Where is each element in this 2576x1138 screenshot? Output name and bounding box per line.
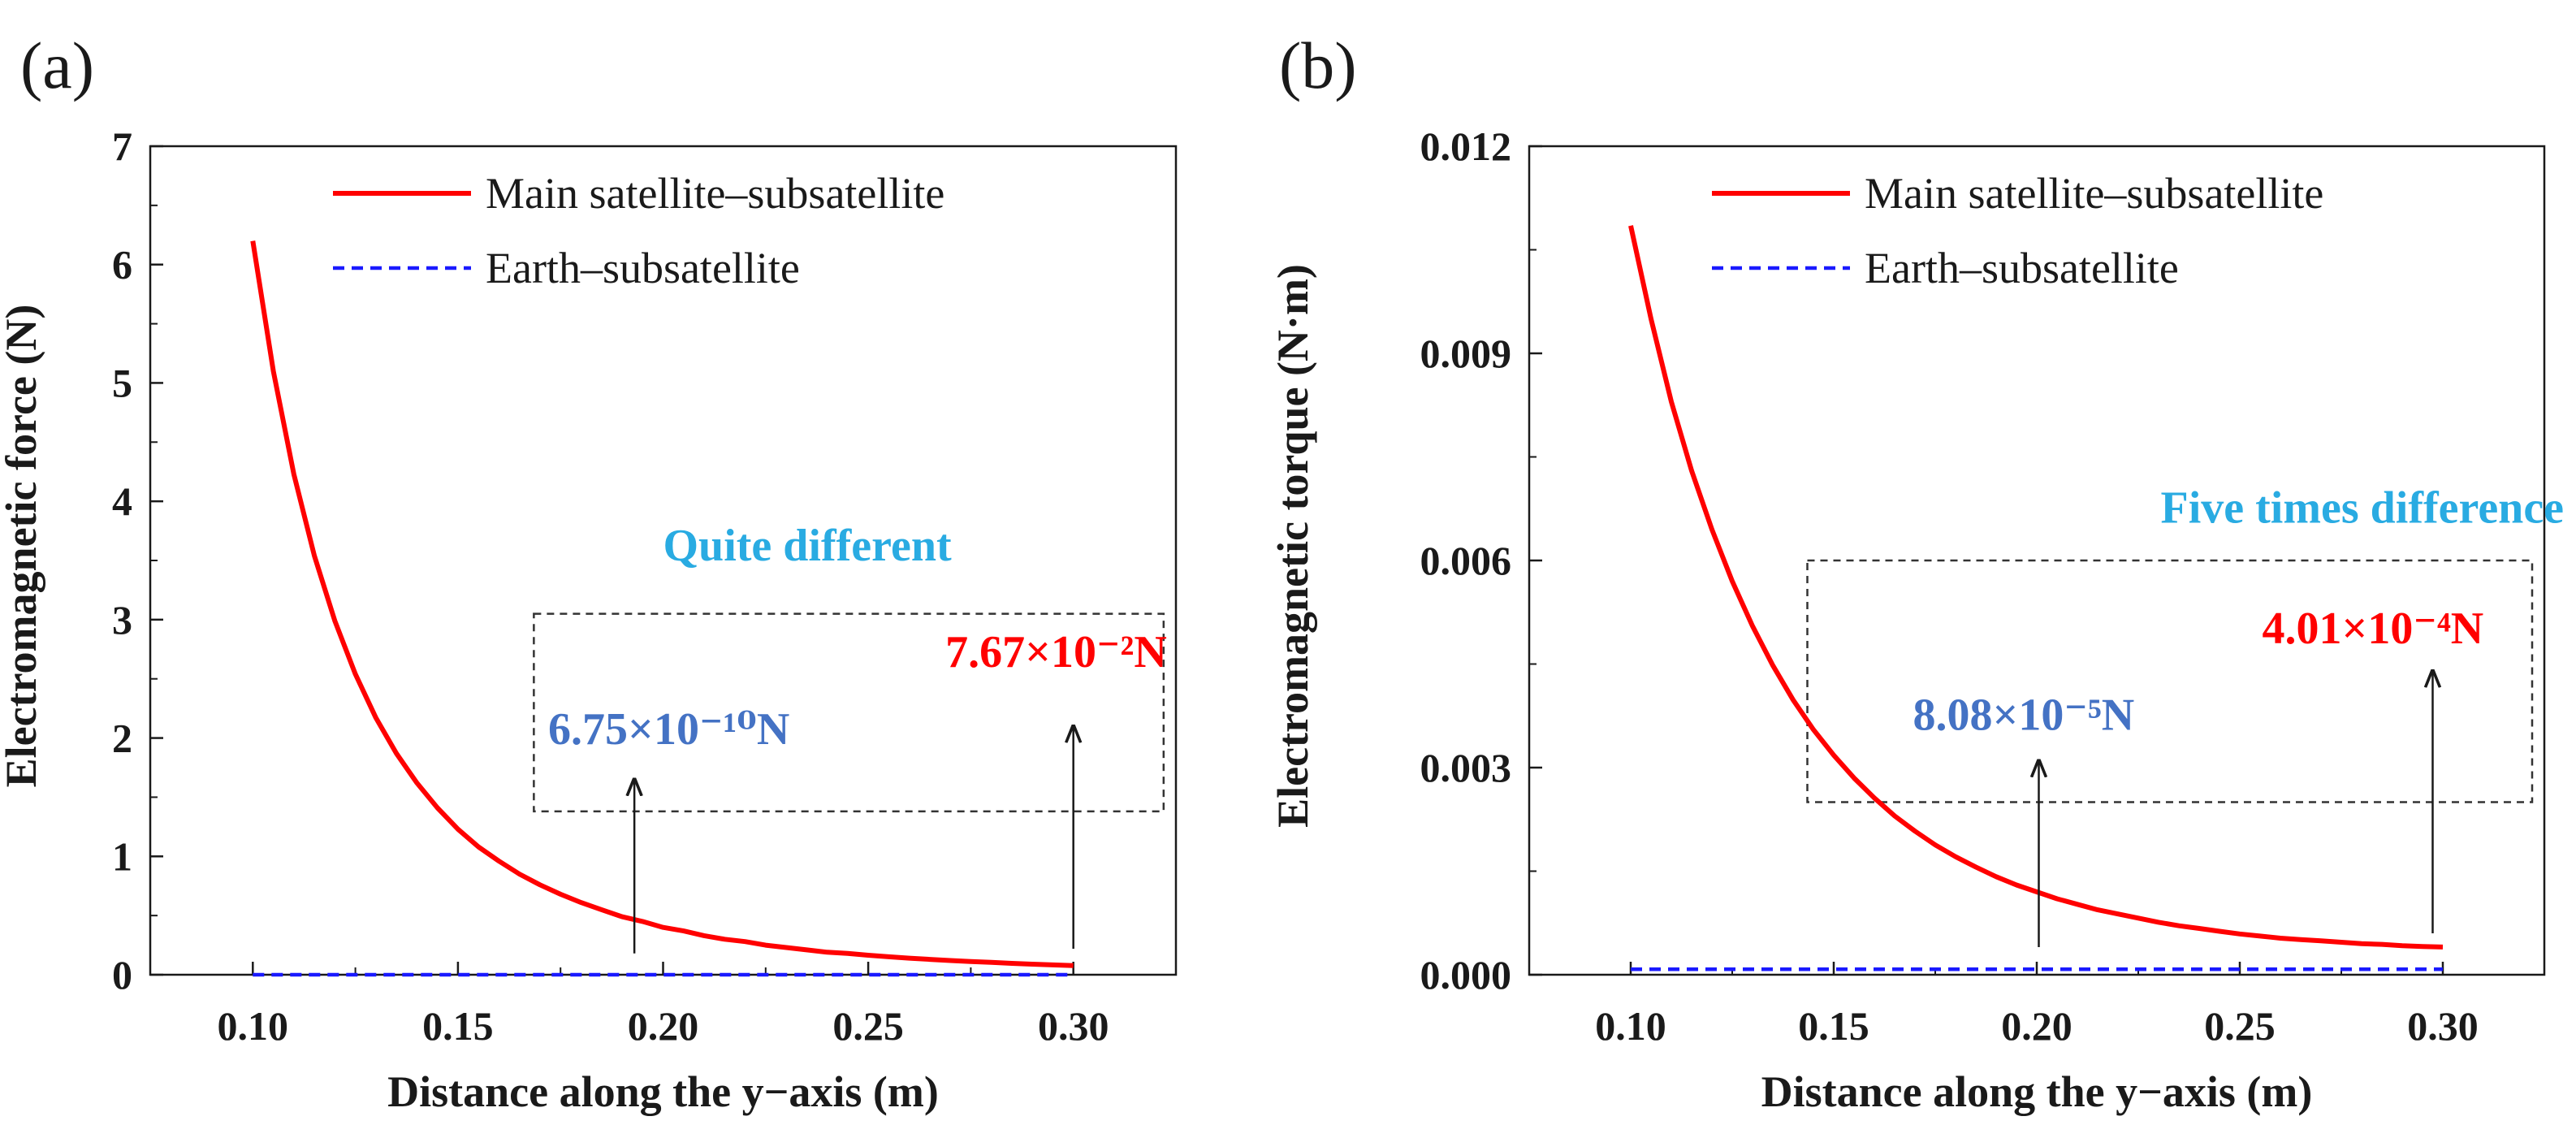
panel-label: (a) xyxy=(20,28,94,102)
y-tick-label: 3 xyxy=(112,597,132,643)
x-tick-label: 0.30 xyxy=(1038,1003,1109,1049)
x-tick-label: 0.15 xyxy=(1798,1003,1869,1049)
y-tick-label: 5 xyxy=(112,360,132,405)
annotation-value-label: 6.75×10⁻¹⁰N xyxy=(548,704,789,755)
annotation-box-title: Five times difference xyxy=(2161,482,2565,533)
panel-b: (b) 0.10 0.15 0.20 0.25 0.30 0.000 0.003 0.006 0.… xyxy=(1269,28,2564,1116)
legend-label-main: Main satellite–subsatellite xyxy=(486,169,944,218)
x-axis-title: Distance along the y−axis (m) xyxy=(387,1067,939,1116)
annotation-value-label: 8.08×10⁻⁵N xyxy=(1913,690,2135,740)
x-tick-label: 0.20 xyxy=(628,1003,699,1049)
y-tick-label: 0.000 xyxy=(1420,952,1512,997)
y-tick-label: 7 xyxy=(112,123,132,169)
x-tick-label: 0.30 xyxy=(2407,1003,2479,1049)
y-tick-label: 2 xyxy=(112,716,132,761)
y-axis-title: Electromagnetic torque (N·m) xyxy=(1269,264,1317,828)
y-axis-title: Electromagnetic force (N) xyxy=(0,305,45,788)
panel-a: (a) 0.10 0.15 0.20 0.25 0.30 0 1 2 3 4 5 6 7 Distance … xyxy=(0,28,1176,1116)
y-tick-label: 6 xyxy=(112,242,132,288)
series-line-main-satellite xyxy=(253,241,1073,966)
series-line-main-satellite xyxy=(1631,226,2443,947)
x-tick-label: 0.20 xyxy=(2001,1003,2072,1049)
y-tick-label: 0 xyxy=(112,952,132,997)
annotation-value-label: 7.67×10⁻²N xyxy=(945,627,1167,677)
y-tick-label: 0.012 xyxy=(1420,123,1512,169)
legend-label-earth: Earth–subsatellite xyxy=(1865,244,2179,292)
annotation-box-title: Quite different xyxy=(663,521,952,571)
y-tick-label: 0.006 xyxy=(1420,538,1512,583)
x-tick-label: 0.10 xyxy=(218,1003,289,1049)
x-tick-label: 0.25 xyxy=(2204,1003,2276,1049)
x-tick-label: 0.25 xyxy=(832,1003,904,1049)
y-tick-label: 4 xyxy=(112,478,132,524)
y-tick-label: 0.009 xyxy=(1420,331,1512,376)
figure: (a) 0.10 0.15 0.20 0.25 0.30 0 1 2 3 4 5 6 7 Distance … xyxy=(0,0,2576,1138)
annotation-value-label: 4.01×10⁻⁴N xyxy=(2263,604,2484,654)
annotation-box xyxy=(1808,560,2533,803)
y-tick-label: 1 xyxy=(112,833,132,879)
legend-label-main: Main satellite–subsatellite xyxy=(1865,169,2323,218)
panel-label: (b) xyxy=(1279,28,1357,102)
legend-label-earth: Earth–subsatellite xyxy=(486,244,800,292)
x-tick-label: 0.10 xyxy=(1595,1003,1666,1049)
y-tick-label: 0.003 xyxy=(1420,745,1512,790)
x-axis-title: Distance along the y−axis (m) xyxy=(1761,1067,2313,1116)
x-tick-label: 0.15 xyxy=(422,1003,494,1049)
